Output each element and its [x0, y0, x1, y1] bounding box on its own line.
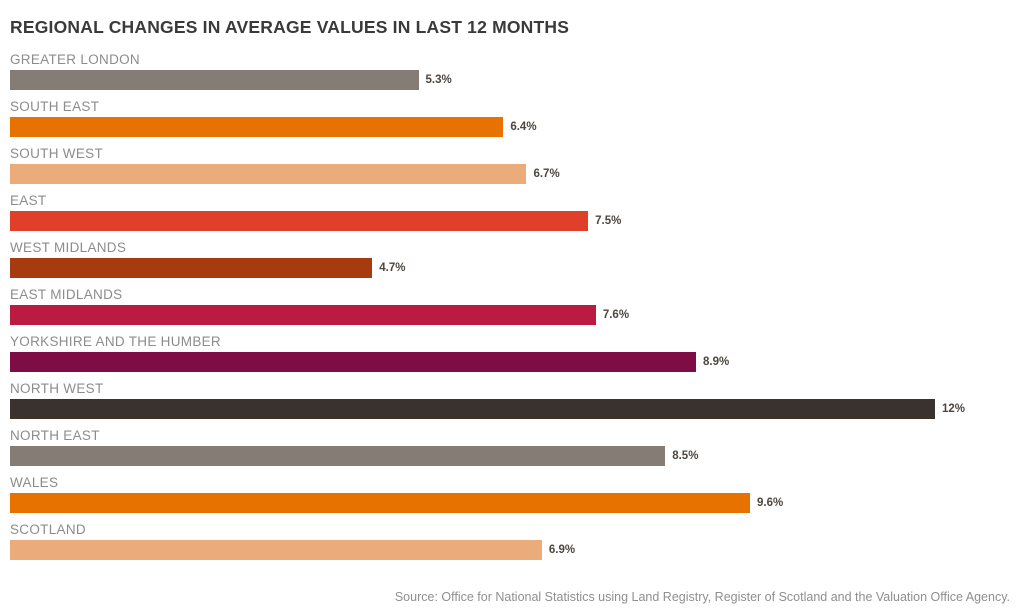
value-label: 8.9%: [703, 356, 730, 368]
category-label: EAST MIDLANDS: [10, 287, 123, 302]
value-label: 6.7%: [533, 168, 560, 180]
category-label: NORTH WEST: [10, 381, 104, 396]
category-label: YORKSHIRE AND THE HUMBER: [10, 334, 221, 349]
bar: [10, 352, 697, 372]
value-label: 6.9%: [548, 544, 576, 556]
source-note: Source: Office for National Statistics u…: [394, 590, 1010, 604]
bar-track: 7.5%: [10, 211, 1014, 231]
value-label: 4.7%: [379, 262, 406, 274]
value-label: 5.3%: [425, 74, 452, 86]
bar-row: NORTH WEST 12%: [10, 380, 1014, 419]
chart-title: REGIONAL CHANGES IN AVERAGE VALUES IN LA…: [10, 17, 570, 37]
value-label: 12%: [942, 403, 966, 415]
category-label: WEST MIDLANDS: [10, 240, 127, 255]
bar: [10, 211, 589, 231]
bar-row: WEST MIDLANDS 4.7%: [10, 239, 1014, 278]
bar-row: SOUTH WEST 6.7%: [10, 145, 1014, 184]
bar-row: WALES 9.6%: [10, 474, 1014, 513]
bar-track: 6.4%: [10, 117, 1014, 137]
bar-track: 6.9%: [10, 540, 1014, 560]
bar-track: 8.9%: [10, 352, 1014, 372]
bar: [10, 305, 596, 325]
bar: [10, 164, 527, 184]
bar: [10, 258, 373, 278]
category-label: SOUTH WEST: [10, 146, 103, 161]
category-label: EAST: [10, 193, 47, 208]
bar-row: NORTH EAST 8.5%: [10, 427, 1014, 466]
bar-row: SOUTH EAST 6.4%: [10, 98, 1014, 137]
bar-track: 5.3%: [10, 70, 1014, 90]
value-label: 7.5%: [595, 215, 622, 227]
bar: [10, 70, 419, 90]
bar-track: 6.7%: [10, 164, 1014, 184]
value-label: 7.6%: [602, 309, 630, 321]
bar-track: 9.6%: [10, 493, 1014, 513]
bar-track: 8.5%: [10, 446, 1014, 466]
bar-row: GREATER LONDON 5.3%: [10, 51, 1014, 90]
bar: [10, 493, 750, 513]
bar-track: 7.6%: [10, 305, 1014, 325]
bar: [10, 540, 542, 560]
bar: [10, 117, 504, 137]
bar-row: EAST MIDLANDS 7.6%: [10, 286, 1014, 325]
bar-row: YORKSHIRE AND THE HUMBER 8.9%: [10, 333, 1014, 372]
value-label: 9.6%: [757, 497, 784, 509]
bar-row: EAST 7.5%: [10, 192, 1014, 231]
category-label: NORTH EAST: [10, 428, 100, 443]
bar: [10, 399, 935, 419]
bar-track: 12%: [10, 399, 1014, 419]
category-label: GREATER LONDON: [10, 52, 140, 67]
category-label: SOUTH EAST: [10, 99, 100, 114]
value-label: 6.4%: [510, 121, 537, 133]
bar: [10, 446, 666, 466]
category-label: WALES: [10, 475, 59, 490]
category-label: SCOTLAND: [10, 522, 86, 537]
bar-row: SCOTLAND 6.9%: [10, 521, 1014, 560]
value-label: 8.5%: [672, 450, 699, 462]
bar-track: 4.7%: [10, 258, 1014, 278]
bar-rows: GREATER LONDON 5.3% SOUTH EAST 6.4% SOUT…: [10, 51, 1014, 560]
